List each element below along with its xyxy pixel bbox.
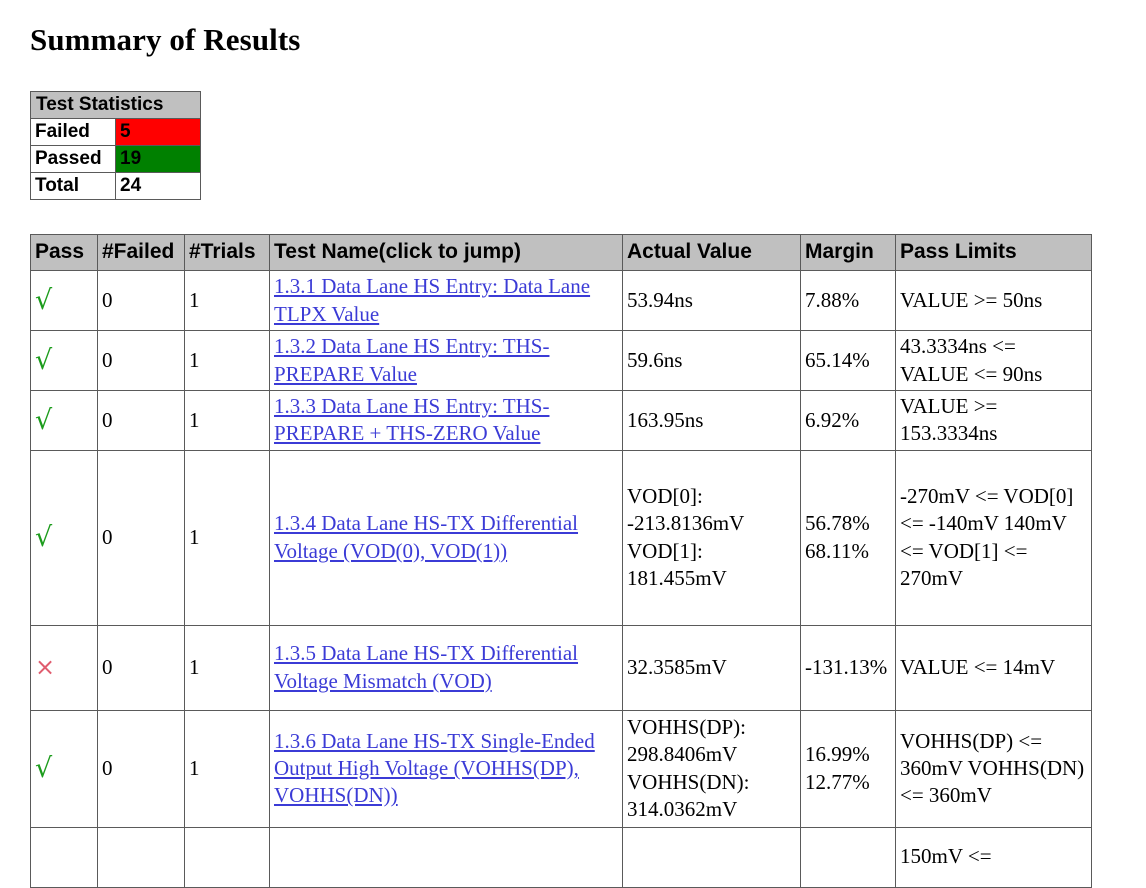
- failed-count-cell: [97, 826, 185, 888]
- actual-value-cell: 32.3585mV: [622, 624, 801, 711]
- margin-cell: 6.92%: [800, 390, 896, 451]
- margin-cell: 16.99% 12.77%: [800, 709, 896, 828]
- pass-status-cell: √: [30, 270, 98, 331]
- margin-cell: 65.14%: [800, 330, 896, 391]
- pass-check-icon: √: [35, 344, 53, 376]
- pass-status-cell: √: [30, 390, 98, 451]
- test-name-link[interactable]: 1.3.5 Data Lane HS-TX Differential Volta…: [274, 641, 579, 693]
- stats-row-passed: Passed 19: [30, 145, 201, 173]
- results-table: Pass #Failed #Trials Test Name(click to …: [30, 234, 1092, 888]
- trials-count-cell: 1: [184, 624, 270, 711]
- page-title: Summary of Results: [30, 22, 301, 57]
- column-header-trials: #Trials: [184, 234, 270, 271]
- stats-row-total: Total 24: [30, 172, 201, 200]
- trials-count-cell: 1: [184, 330, 270, 391]
- stats-value-passed: 19: [115, 145, 201, 173]
- pass-status-cell: √: [30, 449, 98, 626]
- failed-count-cell: 0: [97, 390, 185, 451]
- margin-cell: [800, 826, 896, 888]
- table-row: √ 0 1 1.3.3 Data Lane HS Entry: THS-PREP…: [30, 390, 1092, 451]
- stats-row-failed: Failed 5: [30, 118, 201, 146]
- stats-value-total: 24: [115, 172, 201, 200]
- table-row: √ 0 1 1.3.4 Data Lane HS-TX Differential…: [30, 449, 1092, 626]
- results-header-row: Pass #Failed #Trials Test Name(click to …: [30, 234, 1092, 271]
- test-name-cell[interactable]: 1.3.2 Data Lane HS Entry: THS-PREPARE Va…: [269, 330, 623, 391]
- pass-limits-cell: VALUE <= 14mV: [895, 624, 1092, 711]
- test-name-cell[interactable]: [269, 826, 623, 888]
- test-statistics-table: Test Statistics Failed 5 Passed 19 Total…: [30, 91, 201, 200]
- actual-value-cell: 163.95ns: [622, 390, 801, 451]
- test-name-link[interactable]: 1.3.3 Data Lane HS Entry: THS-PREPARE + …: [274, 394, 550, 446]
- test-name-cell[interactable]: 1.3.4 Data Lane HS-TX Differential Volta…: [269, 449, 623, 626]
- actual-value-cell: VOD[0]: -213.8136mV VOD[1]: 181.455mV: [622, 449, 801, 626]
- actual-value-cell: VOHHS(DP): 298.8406mV VOHHS(DN): 314.036…: [622, 709, 801, 828]
- column-header-failed: #Failed: [97, 234, 185, 271]
- test-name-link[interactable]: 1.3.2 Data Lane HS Entry: THS-PREPARE Va…: [274, 334, 550, 386]
- margin-cell: 56.78% 68.11%: [800, 449, 896, 626]
- pass-status-cell: [30, 826, 98, 888]
- test-name-cell[interactable]: 1.3.5 Data Lane HS-TX Differential Volta…: [269, 624, 623, 711]
- pass-limits-cell: 43.3334ns <= VALUE <= 90ns: [895, 330, 1092, 391]
- trials-count-cell: [184, 826, 270, 888]
- test-name-link[interactable]: 1.3.6 Data Lane HS-TX Single-Ended Outpu…: [274, 728, 595, 808]
- stats-header-cell: Test Statistics: [30, 91, 201, 119]
- pass-status-cell: ×: [30, 624, 98, 711]
- pass-limits-cell: -270mV <= VOD[0] <= -140mV 140mV <= VOD[…: [895, 449, 1092, 626]
- actual-value-cell: 53.94ns: [622, 270, 801, 331]
- actual-value-cell: [622, 826, 801, 888]
- pass-status-cell: √: [30, 709, 98, 828]
- test-name-link[interactable]: 1.3.4 Data Lane HS-TX Differential Volta…: [274, 511, 579, 563]
- test-name-link[interactable]: 1.3.1 Data Lane HS Entry: Data Lane TLPX…: [274, 274, 591, 326]
- fail-cross-icon: ×: [35, 653, 56, 681]
- trials-count-cell: 1: [184, 390, 270, 451]
- test-name-cell[interactable]: 1.3.3 Data Lane HS Entry: THS-PREPARE + …: [269, 390, 623, 451]
- pass-limits-cell: VALUE >= 153.3334ns: [895, 390, 1092, 451]
- failed-count-cell: 0: [97, 624, 185, 711]
- table-row: × 0 1 1.3.5 Data Lane HS-TX Differential…: [30, 624, 1092, 711]
- failed-count-cell: 0: [97, 330, 185, 391]
- stats-label-failed: Failed: [30, 118, 116, 146]
- failed-count-cell: 0: [97, 709, 185, 828]
- test-name-cell[interactable]: 1.3.1 Data Lane HS Entry: Data Lane TLPX…: [269, 270, 623, 331]
- table-row: √ 0 1 1.3.6 Data Lane HS-TX Single-Ended…: [30, 709, 1092, 828]
- column-header-test-name: Test Name(click to jump): [269, 234, 623, 271]
- table-row: √ 0 1 1.3.1 Data Lane HS Entry: Data Lan…: [30, 270, 1092, 331]
- actual-value-cell: 59.6ns: [622, 330, 801, 391]
- pass-check-icon: √: [35, 284, 53, 316]
- stats-header-row: Test Statistics: [30, 91, 201, 119]
- pass-limits-cell: VOHHS(DP) <= 360mV VOHHS(DN) <= 360mV: [895, 709, 1092, 828]
- test-name-cell[interactable]: 1.3.6 Data Lane HS-TX Single-Ended Outpu…: [269, 709, 623, 828]
- failed-count-cell: 0: [97, 449, 185, 626]
- pass-check-icon: √: [35, 753, 53, 785]
- margin-cell: -131.13%: [800, 624, 896, 711]
- trials-count-cell: 1: [184, 449, 270, 626]
- column-header-pass: Pass: [30, 234, 98, 271]
- column-header-limits: Pass Limits: [895, 234, 1092, 271]
- pass-limits-cell: 150mV <=: [895, 826, 1092, 888]
- stats-label-passed: Passed: [30, 145, 116, 173]
- table-row: √ 0 1 1.3.2 Data Lane HS Entry: THS-PREP…: [30, 330, 1092, 391]
- stats-label-total: Total: [30, 172, 116, 200]
- margin-cell: 7.88%: [800, 270, 896, 331]
- column-header-margin: Margin: [800, 234, 896, 271]
- failed-count-cell: 0: [97, 270, 185, 331]
- pass-status-cell: √: [30, 330, 98, 391]
- stats-value-failed: 5: [115, 118, 201, 146]
- pass-limits-cell: VALUE >= 50ns: [895, 270, 1092, 331]
- trials-count-cell: 1: [184, 270, 270, 331]
- column-header-actual: Actual Value: [622, 234, 801, 271]
- pass-check-icon: √: [35, 404, 53, 436]
- trials-count-cell: 1: [184, 709, 270, 828]
- pass-check-icon: √: [35, 522, 53, 554]
- table-row: 150mV <=: [30, 826, 1092, 888]
